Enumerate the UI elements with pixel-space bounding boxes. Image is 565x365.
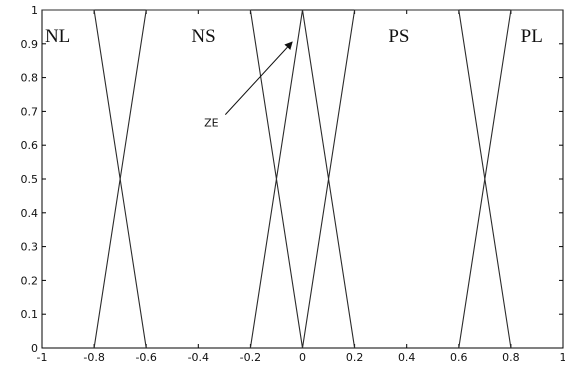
- y-tick-label: 0.3: [21, 241, 39, 254]
- set-label-ps: PS: [388, 26, 409, 47]
- series-line-nl: [42, 9, 147, 349]
- x-tick-label: -1: [37, 351, 48, 364]
- series-line-pl: [458, 9, 563, 349]
- series-group: [42, 9, 563, 349]
- annotation-group: ZE: [204, 41, 293, 130]
- y-tick-label: 0.8: [21, 72, 39, 85]
- set-label-ns: NS: [191, 26, 215, 47]
- y-tick-label: 0.6: [21, 139, 39, 152]
- y-tick-label: 0.1: [21, 308, 39, 321]
- x-tick-label: -0.4: [188, 351, 209, 364]
- series-line-ps: [301, 9, 512, 349]
- y-tick-label: 0.7: [21, 105, 39, 118]
- x-tick-label: -0.8: [83, 351, 104, 364]
- x-tick-label: 0.4: [398, 351, 416, 364]
- set-label-nl: NL: [45, 26, 70, 47]
- x-tick-label: 0.2: [346, 351, 364, 364]
- y-tick-label: 0.2: [21, 274, 39, 287]
- set-labels-group: NL NS PS PL: [45, 26, 543, 47]
- y-tick-label: 0.9: [21, 38, 39, 51]
- x-tick-label: 0.6: [450, 351, 468, 364]
- set-label-pl: PL: [521, 26, 543, 47]
- y-tick-label: 0.4: [21, 207, 39, 220]
- annotation-label-ze: ZE: [204, 117, 219, 130]
- series-line-ns: [93, 9, 304, 349]
- ticks-group: -1 -0.8 -0.6 -0.4 -0.2 0 0.2 0.4 0.6 0.8 1 0 0.1 0.2 0…: [21, 4, 565, 364]
- annotation-arrow: [224, 41, 293, 115]
- x-tick-label: 0: [299, 351, 306, 364]
- x-tick-label: -0.6: [135, 351, 156, 364]
- x-tick-label: 0.8: [502, 351, 520, 364]
- x-tick-label: -0.2: [240, 351, 261, 364]
- x-tick-label: 1: [560, 351, 565, 364]
- y-tick-label: 0: [31, 342, 38, 355]
- series-line-ze: [249, 9, 356, 349]
- y-tick-label: 1: [31, 4, 38, 17]
- y-tick-label: 0.5: [21, 173, 39, 186]
